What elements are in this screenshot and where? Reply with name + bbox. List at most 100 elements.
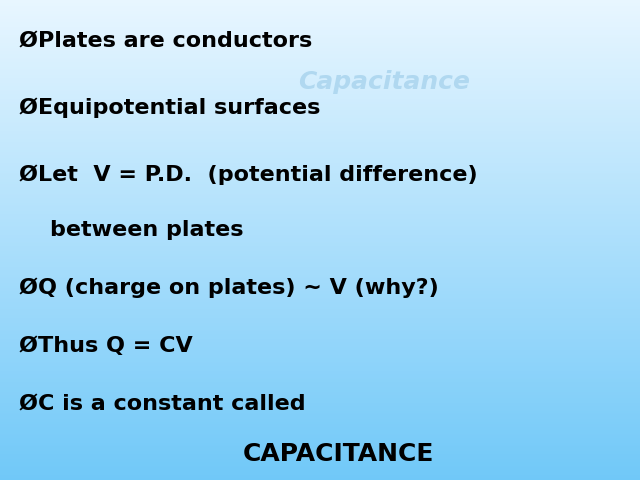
Bar (0, 446, 640, 448)
Bar (0, 162, 640, 163)
Bar (0, 234, 640, 235)
Bar (0, 32, 640, 34)
Bar (0, 275, 640, 277)
Bar (0, 462, 640, 464)
Bar (0, 14, 640, 16)
Bar (0, 431, 640, 432)
Bar (0, 407, 640, 408)
Bar (0, 245, 640, 246)
Bar (0, 389, 640, 390)
Text: ØC is a constant called: ØC is a constant called (19, 393, 306, 413)
Bar (0, 267, 640, 269)
Bar (0, 139, 640, 141)
Bar (0, 168, 640, 169)
Bar (0, 413, 640, 414)
Bar (0, 206, 640, 208)
Bar (0, 397, 640, 398)
Bar (0, 130, 640, 131)
Bar (0, 24, 640, 25)
Bar (0, 25, 640, 27)
Bar (0, 213, 640, 215)
Bar (0, 138, 640, 139)
Bar (0, 336, 640, 337)
Bar (0, 311, 640, 312)
Bar (0, 304, 640, 306)
Bar (0, 445, 640, 446)
Bar (0, 230, 640, 232)
Bar (0, 182, 640, 184)
Bar (0, 40, 640, 42)
Bar (0, 0, 640, 1)
Bar (0, 474, 640, 475)
Bar (0, 215, 640, 216)
Bar (0, 237, 640, 239)
Bar (0, 205, 640, 206)
Bar (0, 112, 640, 114)
Bar (0, 27, 640, 29)
Bar (0, 149, 640, 150)
Bar (0, 91, 640, 93)
Bar (0, 45, 640, 47)
Bar (0, 222, 640, 224)
Bar (0, 477, 640, 479)
Bar (0, 133, 640, 134)
Bar (0, 246, 640, 248)
Bar (0, 326, 640, 328)
Bar (0, 169, 640, 171)
Bar (0, 167, 640, 168)
Bar (0, 187, 640, 189)
Bar (0, 322, 640, 323)
Bar (0, 219, 640, 221)
Bar (0, 317, 640, 318)
Bar (0, 82, 640, 83)
Bar (0, 414, 640, 416)
Bar (0, 373, 640, 374)
Bar (0, 202, 640, 203)
Bar (0, 37, 640, 38)
Bar (0, 381, 640, 383)
Bar (0, 294, 640, 296)
Bar (0, 95, 640, 96)
Bar (0, 101, 640, 102)
Bar (0, 56, 640, 58)
Bar (0, 88, 640, 90)
Bar (0, 96, 640, 97)
Bar (0, 235, 640, 237)
Bar (0, 408, 640, 409)
Bar (0, 466, 640, 467)
Bar (0, 47, 640, 48)
Bar (0, 464, 640, 466)
Bar (0, 109, 640, 110)
Bar (0, 152, 640, 154)
Bar (0, 359, 640, 360)
Bar (0, 154, 640, 155)
Bar (0, 277, 640, 278)
Bar (0, 424, 640, 426)
Bar (0, 402, 640, 403)
Bar (0, 433, 640, 435)
Bar (0, 455, 640, 456)
Bar (0, 309, 640, 311)
Bar (0, 85, 640, 86)
Bar (0, 472, 640, 474)
Bar (0, 368, 640, 370)
Bar (0, 42, 640, 43)
Bar (0, 83, 640, 85)
Bar (0, 437, 640, 438)
Bar (0, 99, 640, 101)
Bar (0, 443, 640, 445)
Bar (0, 416, 640, 418)
Bar (0, 248, 640, 250)
Bar (0, 216, 640, 217)
Bar (0, 333, 640, 335)
Bar (0, 29, 640, 30)
Bar (0, 203, 640, 205)
Bar (0, 217, 640, 219)
Bar (0, 405, 640, 407)
Bar (0, 198, 640, 200)
Bar (0, 61, 640, 62)
Text: Capacitance: Capacitance (298, 70, 470, 94)
Bar (0, 339, 640, 341)
Bar (0, 265, 640, 267)
Bar (0, 64, 640, 66)
